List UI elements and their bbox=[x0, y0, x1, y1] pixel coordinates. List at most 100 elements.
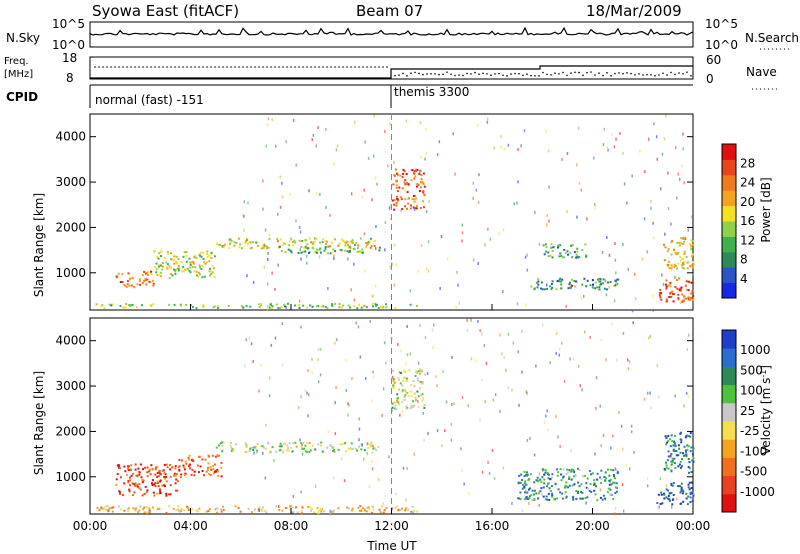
data-cell bbox=[520, 144, 522, 148]
data-cell bbox=[284, 251, 287, 254]
data-cell bbox=[565, 473, 568, 475]
data-cell bbox=[573, 280, 576, 283]
data-cell bbox=[403, 377, 406, 380]
data-cell bbox=[665, 488, 668, 491]
data-cell bbox=[421, 181, 424, 183]
data-cell bbox=[532, 493, 535, 496]
data-cell bbox=[568, 283, 571, 286]
data-cell bbox=[280, 306, 283, 308]
data-cell bbox=[363, 449, 366, 452]
data-cell bbox=[213, 255, 216, 258]
data-cell bbox=[258, 306, 261, 309]
data-cell bbox=[688, 471, 690, 474]
data-cell bbox=[300, 325, 302, 329]
data-cell bbox=[333, 450, 336, 453]
nave-dot bbox=[362, 66, 364, 68]
data-cell bbox=[656, 157, 658, 161]
data-cell bbox=[669, 281, 672, 284]
data-cell bbox=[568, 477, 570, 480]
freq-tick-bottom: 8 bbox=[66, 71, 74, 85]
data-cell bbox=[235, 443, 238, 446]
data-cell bbox=[405, 173, 408, 175]
data-cell bbox=[682, 147, 684, 151]
data-cell bbox=[177, 508, 180, 511]
data-cell bbox=[683, 295, 686, 298]
data-cell bbox=[151, 482, 153, 485]
data-cell bbox=[543, 288, 546, 291]
data-cell bbox=[584, 497, 587, 500]
data-cell bbox=[536, 286, 539, 289]
data-cell bbox=[395, 186, 398, 189]
data-cell bbox=[314, 448, 317, 451]
data-cell bbox=[339, 443, 342, 446]
data-cell bbox=[604, 471, 607, 474]
data-cell bbox=[523, 482, 526, 485]
nave-dot bbox=[114, 66, 116, 68]
nave-dot bbox=[246, 66, 248, 68]
data-cell bbox=[159, 490, 162, 493]
data-cell bbox=[410, 204, 412, 207]
data-cell bbox=[605, 293, 608, 297]
data-cell bbox=[311, 246, 314, 249]
data-cell bbox=[691, 253, 694, 256]
data-cell bbox=[555, 414, 557, 418]
data-cell bbox=[325, 127, 327, 131]
data-cell bbox=[401, 507, 403, 510]
data-cell bbox=[667, 207, 670, 211]
data-cell bbox=[392, 369, 395, 372]
data-cell bbox=[569, 252, 572, 255]
data-cell bbox=[392, 386, 395, 389]
data-cell bbox=[586, 217, 588, 221]
data-cell bbox=[687, 228, 689, 232]
data-cell bbox=[401, 208, 404, 211]
data-cell bbox=[608, 483, 611, 486]
data-cell bbox=[690, 247, 692, 251]
data-cell bbox=[396, 195, 398, 198]
data-cell bbox=[399, 509, 402, 511]
nave-tick-top: 60 bbox=[706, 53, 721, 67]
data-cell bbox=[409, 207, 412, 210]
data-cell bbox=[345, 359, 347, 362]
data-cell bbox=[601, 498, 604, 501]
data-cell bbox=[527, 488, 530, 491]
data-cell bbox=[370, 511, 373, 514]
data-cell bbox=[208, 508, 211, 511]
data-cell bbox=[683, 297, 685, 301]
data-cell bbox=[245, 445, 248, 448]
data-cell bbox=[684, 449, 687, 452]
data-cell bbox=[519, 491, 522, 494]
data-cell bbox=[546, 498, 549, 501]
data-cell bbox=[107, 510, 110, 513]
data-cell bbox=[659, 296, 662, 299]
nave-dot bbox=[182, 66, 184, 68]
nave-dot bbox=[630, 72, 632, 75]
data-cell bbox=[315, 484, 317, 488]
data-cell bbox=[530, 494, 533, 497]
data-cell bbox=[178, 465, 181, 468]
data-cell bbox=[275, 303, 278, 306]
data-cell bbox=[275, 505, 278, 508]
data-cell bbox=[156, 267, 159, 270]
data-cell bbox=[692, 460, 695, 463]
data-cell bbox=[156, 508, 159, 511]
data-cell bbox=[374, 176, 377, 180]
data-cell bbox=[284, 305, 286, 308]
nave-dot bbox=[274, 66, 276, 68]
data-cell bbox=[667, 467, 670, 470]
data-cell bbox=[208, 473, 211, 475]
data-cell bbox=[121, 281, 124, 284]
data-cell bbox=[165, 266, 168, 269]
data-cell bbox=[685, 455, 688, 458]
data-cell bbox=[595, 485, 598, 488]
data-cell bbox=[304, 450, 307, 453]
data-cell bbox=[163, 463, 166, 466]
colorbar-tick-label: 25 bbox=[740, 404, 755, 418]
data-cell bbox=[570, 470, 573, 473]
data-cell bbox=[556, 497, 559, 500]
nave-dot bbox=[146, 66, 148, 68]
data-cell bbox=[120, 508, 123, 511]
data-cell bbox=[691, 298, 694, 301]
cpid-segment-2: themis 3300 bbox=[394, 85, 469, 99]
data-cell bbox=[221, 445, 224, 447]
data-cell bbox=[401, 187, 404, 190]
